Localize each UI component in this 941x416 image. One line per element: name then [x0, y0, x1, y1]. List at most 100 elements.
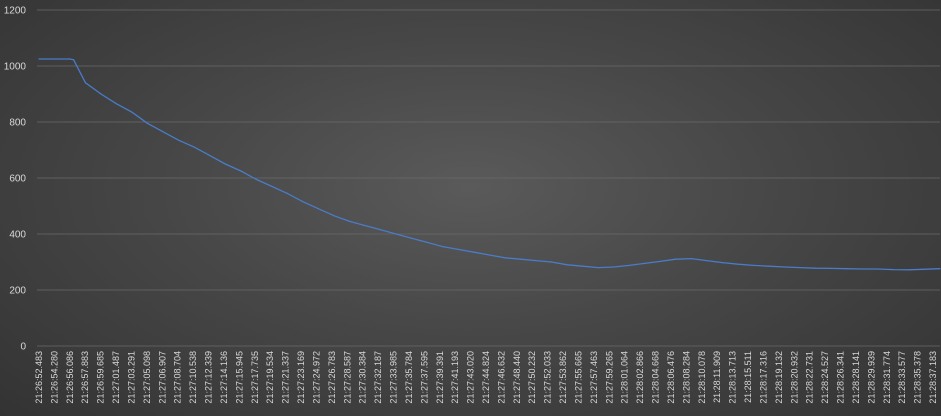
x-tick-label: 21:28:33.577 [897, 351, 907, 404]
data-point [209, 155, 210, 156]
data-point [908, 269, 909, 270]
x-tick-label: 21:27:01.487 [111, 351, 121, 404]
x-tick-label: 21:27:33.985 [389, 351, 399, 404]
data-point [753, 265, 754, 266]
data-point [38, 58, 39, 59]
data-point [287, 193, 288, 194]
data-point [706, 260, 707, 261]
x-tick-label: 21:28:10.078 [697, 351, 707, 404]
x-tick-label: 21:28:22.731 [805, 351, 815, 404]
x-tick-label: 21:27:26.783 [327, 351, 337, 404]
x-tick-label: 21:27:48.440 [512, 351, 522, 404]
x-tick-label: 21:28:37.183 [928, 351, 938, 404]
data-point [73, 59, 74, 60]
data-point [147, 123, 148, 124]
x-tick-label: 21:26:54.280 [49, 351, 59, 404]
y-tick-label: 400 [9, 230, 26, 241]
x-tick-label: 21:27:06.907 [157, 351, 167, 404]
y-axis-ticks: 0 200 400 600 800 1000 1200 [4, 6, 27, 353]
x-tick-label: 21:27:28.587 [342, 351, 352, 404]
x-tick-label: 21:27:10.538 [188, 351, 198, 404]
x-tick-label: 21:28:02.866 [635, 351, 645, 404]
x-tick-label: 21:28:19.132 [774, 351, 784, 404]
y-tick-label: 1000 [4, 62, 27, 73]
data-point [877, 268, 878, 269]
data-point [178, 140, 179, 141]
x-tick-label: 21:27:30.384 [358, 351, 368, 404]
gridlines [37, 10, 940, 346]
x-tick-label: 21:27:21.337 [281, 351, 291, 404]
data-point [365, 225, 366, 226]
x-tick-label: 21:27:52.033 [543, 351, 553, 404]
data-point [567, 264, 568, 265]
data-point [737, 264, 738, 265]
data-point [411, 238, 412, 239]
data-point [85, 82, 86, 83]
data-point [629, 265, 630, 266]
data-point [116, 103, 117, 104]
x-tick-label: 21:26:57.883 [80, 351, 90, 404]
x-tick-label: 21:27:14.136 [219, 351, 229, 404]
data-point [100, 93, 101, 94]
x-tick-label: 21:28:11.909 [712, 351, 722, 403]
x-tick-label: 21:28:13.713 [728, 351, 738, 404]
x-tick-label: 21:27:03.291 [126, 351, 136, 404]
x-tick-label: 21:28:06.476 [666, 351, 676, 404]
x-tick-label: 21:27:46.632 [496, 351, 506, 404]
data-point [194, 147, 195, 148]
x-tick-label: 21:27:35.784 [404, 351, 414, 404]
x-tick-label: 21:27:12.339 [204, 351, 214, 404]
x-tick-label: 21:28:08.284 [681, 351, 691, 404]
data-point [939, 268, 940, 269]
x-tick-label: 21:27:19.534 [265, 351, 275, 404]
data-point [893, 269, 894, 270]
x-tick-label: 21:28:35.378 [913, 351, 923, 404]
x-tick-label: 21:28:29.939 [866, 351, 876, 404]
data-point [131, 112, 132, 113]
y-tick-label: 1200 [4, 6, 27, 17]
data-point [784, 266, 785, 267]
data-point [271, 186, 272, 187]
x-axis-ticks: 21:26:52.483 21:26:54.280 21:26:56.086 21:2… [34, 351, 938, 404]
data-point [831, 268, 832, 269]
data-point [225, 163, 226, 164]
data-point [535, 260, 536, 261]
data-point [815, 268, 816, 269]
x-tick-label: 21:28:26.341 [836, 351, 846, 404]
data-point [722, 262, 723, 263]
x-tick-label: 21:28:04.668 [651, 351, 661, 404]
data-point [504, 257, 505, 258]
data-point [551, 261, 552, 262]
data-point [69, 58, 70, 59]
data-point [256, 179, 257, 180]
x-tick-label: 21:27:57.463 [589, 351, 599, 404]
data-point [334, 215, 335, 216]
x-tick-label: 21:27:15.945 [234, 351, 244, 404]
y-tick-label: 200 [9, 286, 26, 297]
y-tick-label: 600 [9, 174, 26, 185]
x-tick-label: 21:26:56.086 [65, 351, 75, 404]
x-tick-label: 21:27:17.735 [250, 351, 260, 404]
x-tick-label: 21:27:08.704 [173, 351, 183, 404]
x-tick-label: 21:27:53.862 [558, 351, 568, 404]
data-point [768, 266, 769, 267]
x-tick-label: 21:27:55.665 [573, 351, 583, 404]
data-point [318, 208, 319, 209]
x-tick-label: 21:27:41.193 [450, 351, 460, 404]
x-tick-label: 21:28:28.141 [851, 351, 861, 404]
y-tick-label: 0 [20, 342, 26, 353]
data-point [473, 252, 474, 253]
data-point [598, 267, 599, 268]
data-point [303, 201, 304, 202]
data-point [613, 266, 614, 267]
x-tick-label: 21:28:15.511 [743, 351, 753, 403]
data-point [691, 258, 692, 259]
x-tick-label: 21:28:31.774 [882, 351, 892, 404]
x-tick-label: 21:28:20.932 [789, 351, 799, 404]
x-tick-label: 21:27:59.265 [604, 351, 614, 404]
data-point [862, 268, 863, 269]
x-tick-label: 21:27:37.595 [419, 351, 429, 404]
x-tick-label: 21:27:43.020 [466, 351, 476, 404]
